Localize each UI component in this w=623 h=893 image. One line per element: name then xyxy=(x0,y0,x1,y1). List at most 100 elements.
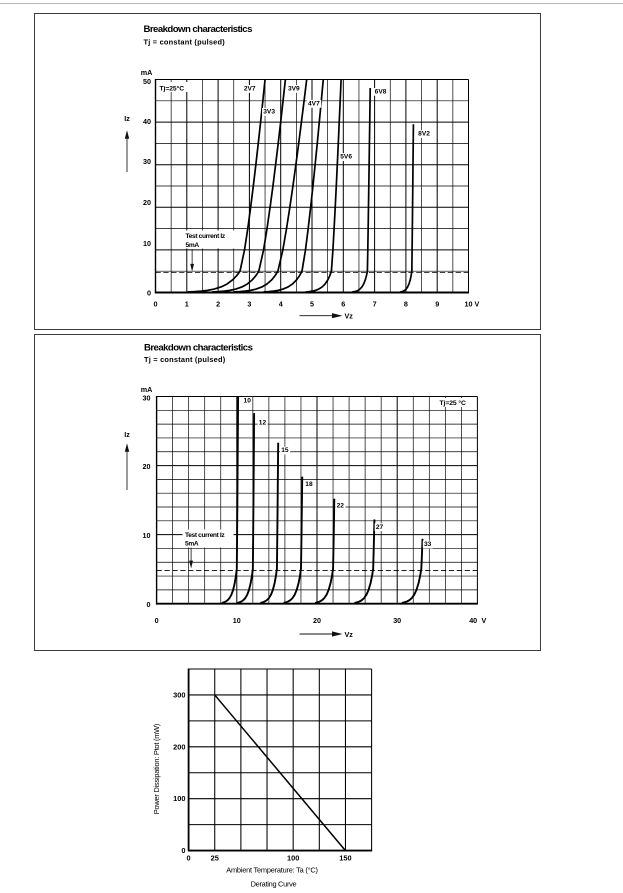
x-tick-label: 10 xyxy=(233,616,241,625)
chart2-test-current-line2: 5mA xyxy=(185,541,199,548)
chart2-x-unit-label: V xyxy=(482,616,487,625)
x-tick-label: 9 xyxy=(435,300,439,309)
curve-label-bg-22 xyxy=(335,501,346,510)
test-current-arrow-head xyxy=(190,263,195,272)
curve-27 xyxy=(354,519,376,604)
curve-10 xyxy=(221,396,240,604)
curve-label-6V8: 6V8 xyxy=(375,88,387,95)
curve-3V3 xyxy=(212,79,287,293)
y-tick-label: 200 xyxy=(173,742,185,751)
curve-label-18: 18 xyxy=(305,481,313,488)
x-tick-label: 1 xyxy=(185,300,189,309)
x-tick-label: 2 xyxy=(216,300,220,309)
chart1-x-axis-label: Vz xyxy=(345,312,354,321)
curve-label-bg-10 xyxy=(242,396,253,405)
chart2-x-axis-label: Vz xyxy=(345,630,354,639)
curve-3V9 xyxy=(233,79,308,293)
curve-label-3V3: 3V3 xyxy=(263,108,275,115)
chart3-generated-layer: 0 25 100 150 0 100 200 300 xyxy=(173,668,373,862)
x-tick-label: 0 xyxy=(187,853,191,862)
curve-label-bg-12 xyxy=(257,419,268,427)
y-tick-label: 30 xyxy=(143,157,151,166)
y-tick-label: 50 xyxy=(143,77,151,86)
curve-label-bg-8V2 xyxy=(416,130,432,138)
curve-label-2V7: 2V7 xyxy=(244,85,256,92)
x-tick-label: 8 xyxy=(404,300,408,309)
x-tick-label: 10 xyxy=(465,300,473,309)
x-axis-arrow-head xyxy=(332,631,343,637)
x-tick-label: 6 xyxy=(341,300,345,309)
chart2-y-axis-label: Iz xyxy=(124,430,130,439)
x-tick-label: 5 xyxy=(310,300,314,309)
chart2-generated-layer: 0 10 20 30 40 0 10 20 30 10 12 15 18 22 27 33 xyxy=(124,393,478,637)
chart-breakdown-low: 0 1 2 3 4 5 6 7 8 9 10 0 10 20 30 40 50 2V7 3V3 3V9 4V7 5V6 6V… xyxy=(124,24,479,321)
curve-label-bg-15 xyxy=(280,446,291,455)
x-tick-label: 0 xyxy=(155,616,159,625)
curve-derating-line xyxy=(214,694,347,852)
chart2-condition-label: Tj=25 °C xyxy=(440,399,466,407)
chart-breakdown-high: 0 10 20 30 40 0 10 20 30 10 12 15 18 22 27 33 Breakdown… xyxy=(124,343,486,640)
y-axis-arrow-head xyxy=(124,130,130,139)
curve-label-15: 15 xyxy=(281,447,289,454)
curve-label-3V9: 3V9 xyxy=(288,85,300,92)
curve-label-27: 27 xyxy=(376,524,384,531)
curve-15 xyxy=(260,442,280,604)
chart2-subtitle: Tj = constant (pulsed) xyxy=(144,355,226,364)
y-axis-arrow-head xyxy=(124,443,130,452)
chart1-generated-layer: 0 1 2 3 4 5 6 7 8 9 10 0 10 20 30 40 50 2V7 3V3 3V9 4V7 5V6 6V… xyxy=(124,77,473,319)
x-tick-label: 40 xyxy=(469,616,477,625)
chart1-test-current-line2: 5mA xyxy=(186,242,200,249)
chart2-test-current-line1: Test current Iz xyxy=(185,532,225,539)
curve-12 xyxy=(237,413,256,604)
y-tick-label: 20 xyxy=(143,198,151,207)
curve-label-bg-3V9 xyxy=(286,85,302,93)
curve-6V8 xyxy=(352,88,372,293)
chart1-test-current-bg xyxy=(183,230,235,249)
x-axis-arrow-head xyxy=(332,313,343,319)
x-tick-label: 30 xyxy=(393,616,401,625)
chart1-y-unit-label: mA xyxy=(141,68,153,77)
curve-label-8V2: 8V2 xyxy=(418,131,430,138)
curve-label-bg-6V8 xyxy=(373,88,388,96)
curve-4V7 xyxy=(263,79,325,293)
x-tick-label: 3 xyxy=(247,300,251,309)
curve-label-bg-5V6 xyxy=(339,153,354,161)
x-tick-label: 20 xyxy=(313,616,321,625)
chart2-test-current-bg xyxy=(182,529,234,548)
curve-label-12: 12 xyxy=(259,419,267,426)
y-tick-label: 20 xyxy=(143,462,151,471)
chart3-x-axis-label: Ambient Temperature: Ta (°C) xyxy=(226,866,317,875)
chart2-condition-label-bg xyxy=(437,398,467,407)
x-tick-label: 100 xyxy=(287,853,299,862)
curve-2V7 xyxy=(187,79,266,293)
curve-label-bg-18 xyxy=(304,480,315,489)
curve-22 xyxy=(314,498,336,604)
chart1-subtitle: Tj = constant (pulsed) xyxy=(144,38,226,47)
y-tick-label: 0 xyxy=(147,600,151,609)
y-tick-label: 0 xyxy=(181,846,185,855)
curve-18 xyxy=(283,476,304,604)
test-current-arrow-head xyxy=(189,560,193,569)
y-tick-label: 40 xyxy=(143,117,151,126)
chart3-caption: Derating Curve xyxy=(251,879,297,888)
y-tick-label: 10 xyxy=(143,239,151,248)
y-tick-label: 10 xyxy=(143,531,151,540)
x-tick-label: 4 xyxy=(279,300,283,309)
chart1-condition-label: Tj=25°C xyxy=(160,85,185,93)
chart-derating-curve: 0 25 100 150 0 100 200 300 Power Dissipation: P… xyxy=(152,668,373,888)
x-tick-label: 7 xyxy=(373,300,377,309)
chart1-condition-label-bg xyxy=(157,82,189,92)
curve-label-bg-4V7 xyxy=(306,99,322,108)
chart2-y-unit-label: mA xyxy=(141,385,153,394)
y-tick-label: 100 xyxy=(173,794,185,803)
x-tick-label: 0 xyxy=(154,300,158,309)
chart1-test-current-line1: Test current Iz xyxy=(186,233,226,240)
curve-8V2 xyxy=(399,124,415,293)
y-tick-label: 0 xyxy=(147,289,151,298)
curve-label-bg-3V3 xyxy=(262,108,277,116)
y-tick-label: 300 xyxy=(173,690,185,699)
chart1-title: Breakdown characteristics xyxy=(144,24,253,35)
x-tick-label: 25 xyxy=(211,853,219,862)
